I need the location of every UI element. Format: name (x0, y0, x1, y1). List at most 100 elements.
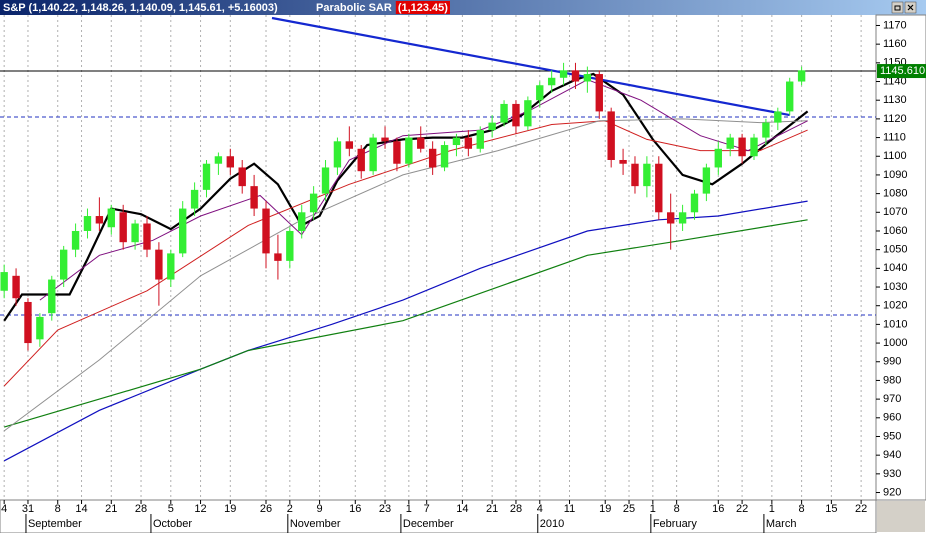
indicator-line (3, 120, 808, 387)
x-tick-label: 7 (424, 503, 430, 515)
candle-body (298, 212, 306, 231)
x-tick-label: 4 (537, 503, 543, 515)
y-tick-label: 1000 (883, 337, 907, 349)
candle-body (167, 253, 175, 280)
candle-body (464, 137, 473, 149)
x-tick-label: 11 (564, 503, 575, 515)
y-tick-label: 1160 (883, 38, 907, 50)
restore-button[interactable] (891, 1, 904, 14)
candle-body (71, 230, 80, 250)
y-tick-label: 950 (883, 430, 901, 442)
candle-body (547, 77, 556, 86)
y-tick-label: 960 (883, 412, 901, 424)
candle-body (12, 275, 20, 299)
candle-body (452, 137, 461, 146)
candle-body (107, 208, 115, 228)
candle-body (226, 156, 234, 168)
y-tick-label: 1110 (883, 131, 906, 143)
y-tick-label: 990 (883, 356, 901, 368)
x-tick-label: 19 (224, 503, 236, 515)
last-price-box (877, 64, 926, 79)
x-tick-label: 23 (379, 503, 391, 515)
month-label: December (403, 518, 454, 530)
candle-body (428, 148, 437, 168)
x-tick-label: 4 (1, 503, 7, 515)
y-tick-label: 1170 (883, 19, 907, 31)
restore-icon (894, 5, 901, 11)
candle-body (190, 189, 199, 209)
indicator-line (3, 200, 808, 462)
candle-body (714, 148, 722, 168)
x-tick-label: 22 (736, 503, 748, 515)
corner-box (877, 501, 925, 532)
x-tick-label: 1 (769, 503, 775, 515)
candle-body (238, 167, 246, 187)
candle-body (36, 316, 44, 340)
x-tick-label: 8 (674, 503, 680, 515)
candle-body (0, 272, 8, 291)
candle-body (95, 216, 104, 224)
candle-body (500, 103, 508, 123)
x-tick-label: 28 (135, 503, 147, 515)
candle-body (59, 249, 68, 280)
y-tick-label: 1050 (883, 244, 907, 256)
y-axis-panel (875, 14, 926, 501)
month-label: October (153, 518, 192, 530)
candle-body (309, 193, 318, 213)
chart-title: S&P (1,140.22, 1,148.26, 1,140.09, 1,145… (3, 2, 278, 14)
x-tick-label: 26 (260, 503, 272, 515)
candle-body (179, 208, 187, 254)
candle-body (595, 74, 603, 112)
candle-body (583, 74, 592, 82)
candle-body (405, 137, 413, 164)
candle-body (286, 230, 294, 261)
candle-body (440, 145, 449, 168)
candle-body (214, 156, 223, 164)
x-tick-label: 15 (825, 503, 837, 515)
month-label: March (766, 518, 797, 530)
x-tick-label: 5 (168, 503, 174, 515)
candle-body (750, 137, 758, 157)
candle-body (345, 141, 354, 149)
x-tick-label: 22 (855, 503, 867, 515)
y-tick-label: 980 (883, 374, 901, 386)
y-tick-label: 1030 (883, 281, 907, 293)
candle-body (655, 163, 663, 213)
candle-body (250, 186, 258, 209)
month-label: February (653, 518, 698, 530)
indicator-value-box (395, 1, 450, 14)
candle-body (274, 253, 282, 261)
candle-body (786, 81, 794, 112)
candle-body (702, 167, 711, 194)
candle-body (738, 137, 746, 157)
x-tick-label: 8 (55, 503, 61, 515)
candle-body (262, 208, 270, 254)
candle-body (321, 167, 330, 194)
month-label: November (290, 518, 341, 530)
x-tick-label: 14 (456, 503, 468, 515)
candle-body (393, 141, 401, 164)
y-tick-label: 1150 (883, 57, 907, 69)
month-label: September (28, 518, 82, 530)
x-tick-label: 16 (712, 503, 724, 515)
candle-body (559, 70, 568, 78)
x-tick-label: 8 (799, 503, 805, 515)
candle-body (155, 249, 163, 280)
y-tick-label: 1080 (883, 188, 907, 200)
y-tick-label: 1020 (883, 300, 907, 312)
candle-body (762, 122, 770, 138)
candle-body (690, 193, 699, 213)
candle-body (131, 223, 139, 243)
x-tick-label: 19 (599, 503, 611, 515)
candle-body (381, 137, 389, 142)
y-tick-label: 1010 (883, 318, 907, 330)
x-tick-label: 28 (510, 503, 522, 515)
candle-body (119, 212, 127, 243)
candle-body (726, 137, 734, 149)
candle-body (512, 103, 520, 127)
y-tick-label: 920 (883, 486, 901, 498)
candle-body (666, 212, 675, 224)
indicator-name: Parabolic SAR (316, 2, 392, 14)
candle-body (143, 223, 151, 250)
